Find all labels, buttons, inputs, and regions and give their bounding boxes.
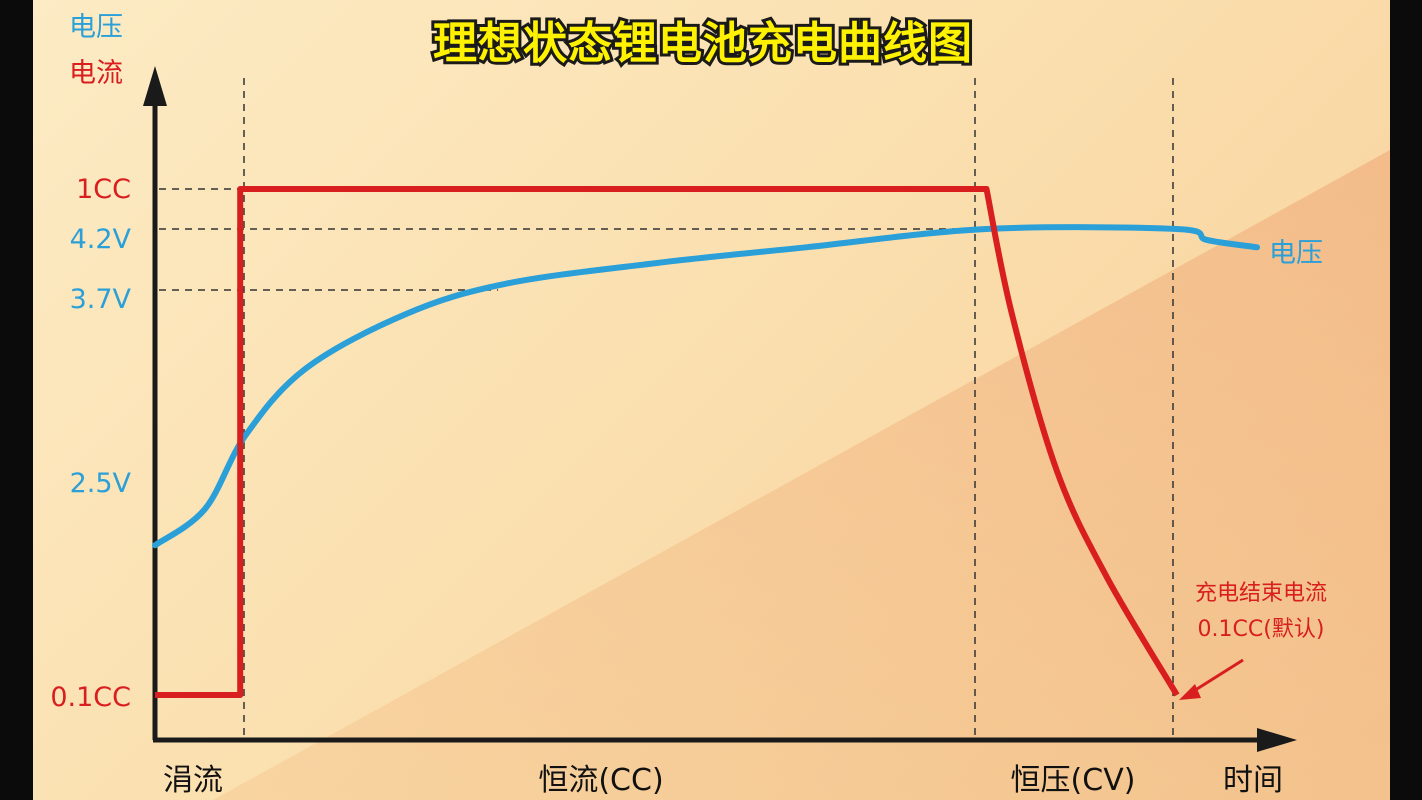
x-axis-arrow — [1257, 728, 1297, 752]
annotation-arrow-head — [1179, 684, 1201, 700]
x-axis-label-time: 时间 — [1223, 763, 1283, 798]
annotation-arrow-shaft — [1188, 658, 1244, 696]
chart-svg: 理想状态锂电池充电曲线图 电压 电流 1CC 4.2V 3.7V 2.5V — [50, 12, 1390, 800]
series-label-voltage: 电压 — [1269, 238, 1323, 269]
series-voltage-line — [152, 224, 1260, 549]
right-letterbox — [1390, 0, 1422, 800]
series-current-line — [155, 186, 1180, 698]
phase-label-cv: 恒压(CV) — [1011, 763, 1136, 798]
tick-label-4v2: 4.2V — [70, 224, 132, 255]
background-shade — [213, 150, 1390, 800]
axes — [143, 66, 1297, 752]
annotation-line-1: 充电结束电流 — [1195, 581, 1327, 606]
y-axis-label-current: 电流 — [69, 58, 123, 89]
left-letterbox — [0, 0, 33, 800]
tick-label-0v1cc: 0.1CC — [50, 682, 131, 713]
tick-label-1cc: 1CC — [76, 174, 131, 205]
annotation-line-2: 0.1CC(默认) — [1198, 617, 1325, 642]
phase-label-trickle: 涓流 — [163, 763, 223, 798]
phase-label-cc: 恒流(CC) — [538, 763, 663, 798]
tick-label-2v5: 2.5V — [70, 468, 132, 499]
tick-label-3v7: 3.7V — [70, 284, 132, 315]
chart-title: 理想状态锂电池充电曲线图 — [433, 18, 973, 69]
y-axis-label-voltage: 电压 — [69, 12, 123, 43]
y-axis-arrow — [143, 66, 167, 106]
chart-panel: 理想状态锂电池充电曲线图 电压 电流 1CC 4.2V 3.7V 2.5V — [33, 0, 1390, 800]
